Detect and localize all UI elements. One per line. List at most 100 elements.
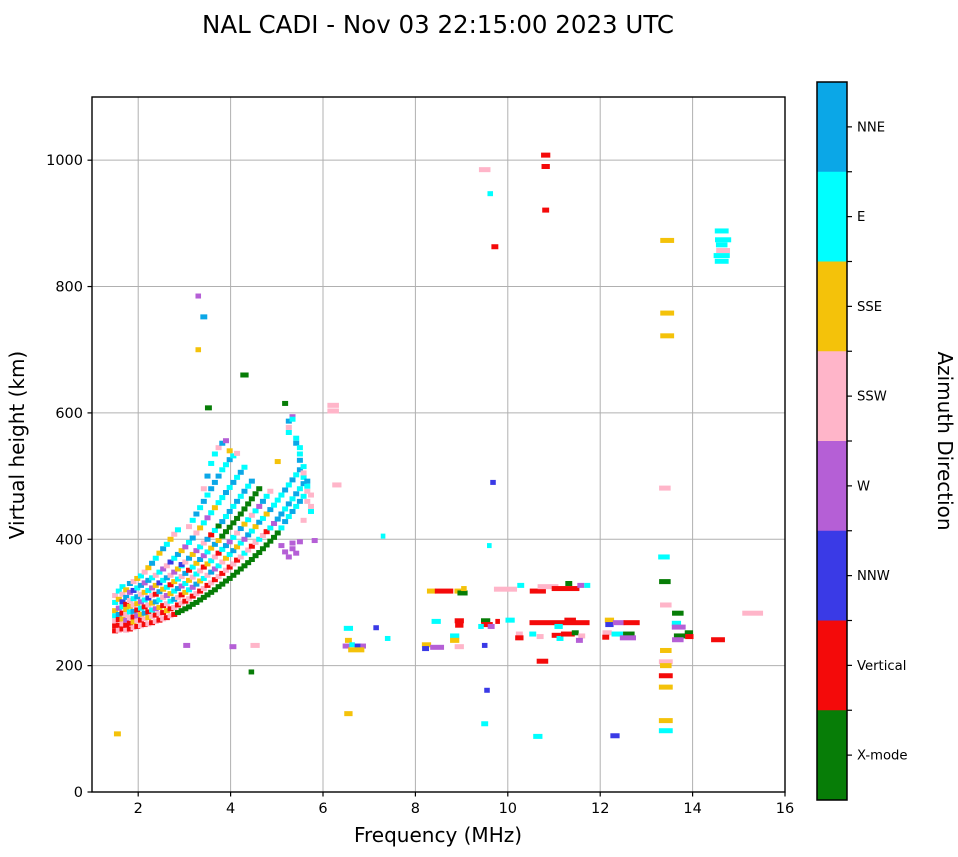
echo-point: [571, 630, 579, 636]
echo-point: [248, 496, 255, 502]
echo-point: [529, 588, 546, 594]
echo-point: [267, 538, 274, 544]
echo-point: [115, 588, 122, 594]
echo-point: [123, 587, 130, 593]
echo-point: [430, 644, 445, 650]
echo-point: [208, 569, 215, 575]
echo-point: [307, 508, 314, 514]
echo-point: [152, 599, 159, 605]
echo-point: [293, 472, 300, 478]
echo-point: [137, 582, 144, 588]
x-tick-label: 16: [776, 801, 794, 817]
echo-point: [119, 626, 126, 632]
echo-point: [189, 564, 196, 570]
echo-point: [226, 539, 233, 545]
echo-point: [134, 613, 141, 619]
echo-point: [200, 540, 207, 546]
echo-point: [152, 572, 159, 578]
echo-point: [311, 538, 318, 544]
echo-point: [137, 611, 144, 617]
echo-point: [119, 604, 126, 610]
y-tick-label: 400: [55, 532, 83, 548]
echo-point: [602, 630, 612, 636]
echo-point: [554, 623, 563, 629]
echo-point: [252, 553, 259, 559]
echo-point: [163, 608, 170, 614]
x-tick-label: 4: [226, 801, 235, 817]
echo-point: [384, 635, 391, 641]
echo-point: [495, 618, 500, 624]
echo-point: [658, 684, 673, 690]
echo-point: [156, 597, 163, 603]
echo-point: [215, 445, 222, 451]
echo-point: [126, 615, 133, 621]
echo-point: [186, 587, 193, 593]
echo-point: [256, 550, 263, 556]
echo-point: [230, 479, 237, 485]
echo-point: [481, 622, 493, 628]
echo-point: [141, 569, 148, 575]
echo-point: [200, 553, 207, 559]
echo-point: [195, 347, 202, 353]
echo-point: [178, 592, 185, 598]
echo-point: [152, 591, 159, 597]
echo-point: [248, 512, 255, 518]
echo-point: [167, 572, 174, 578]
echo-point: [248, 528, 255, 534]
echo-point: [529, 631, 537, 637]
echo-point: [197, 578, 204, 584]
chart-title: NAL CADI - Nov 03 22:15:00 2023 UTC: [202, 10, 674, 39]
echo-point: [296, 445, 303, 451]
echo-point: [193, 511, 200, 517]
echo-point: [167, 613, 174, 619]
echo-point: [189, 517, 196, 523]
echo-point: [660, 663, 672, 669]
axis-ticks: [87, 159, 786, 797]
echo-point: [160, 616, 167, 622]
echo-point: [660, 310, 675, 316]
echo-point: [450, 637, 460, 643]
echo-point: [215, 500, 222, 506]
echo-point: [481, 721, 489, 727]
echo-point: [332, 482, 342, 488]
echo-point: [274, 497, 281, 503]
echo-point: [204, 536, 211, 542]
echo-point: [263, 511, 270, 517]
echo-point: [422, 646, 430, 652]
echo-point: [156, 605, 163, 611]
echo-point: [487, 191, 494, 197]
echo-point: [193, 581, 200, 587]
echo-point: [457, 590, 468, 596]
echo-point: [248, 478, 255, 484]
echo-point: [612, 620, 625, 626]
echo-point: [282, 400, 289, 406]
echo-point: [219, 546, 226, 552]
x-tick-label: 8: [411, 801, 420, 817]
echo-point: [211, 577, 218, 583]
echo-point: [189, 601, 196, 607]
echo-point: [672, 610, 684, 616]
echo-point: [163, 615, 170, 621]
echo-point: [285, 424, 292, 430]
echo-point: [285, 514, 292, 520]
y-tick-label: 800: [55, 280, 83, 296]
echo-point: [186, 539, 193, 545]
echo-point: [282, 519, 289, 525]
echo-point: [245, 547, 252, 553]
colorbar-entry-label: SSE: [857, 300, 882, 315]
echo-point: [234, 450, 241, 456]
echo-point: [230, 561, 237, 567]
echo-point: [263, 493, 270, 499]
echo-point: [658, 554, 670, 560]
echo-point: [237, 526, 244, 532]
echo-point: [156, 580, 163, 586]
echo-point: [304, 483, 311, 489]
colorbar-entry-label: Vertical: [857, 659, 906, 674]
echo-point: [171, 596, 178, 602]
echo-point: [130, 614, 137, 620]
colorbar-segment-nne: [817, 82, 847, 173]
x-tick-label: 14: [683, 801, 701, 817]
echo-point: [274, 516, 281, 522]
echo-point: [112, 599, 119, 605]
